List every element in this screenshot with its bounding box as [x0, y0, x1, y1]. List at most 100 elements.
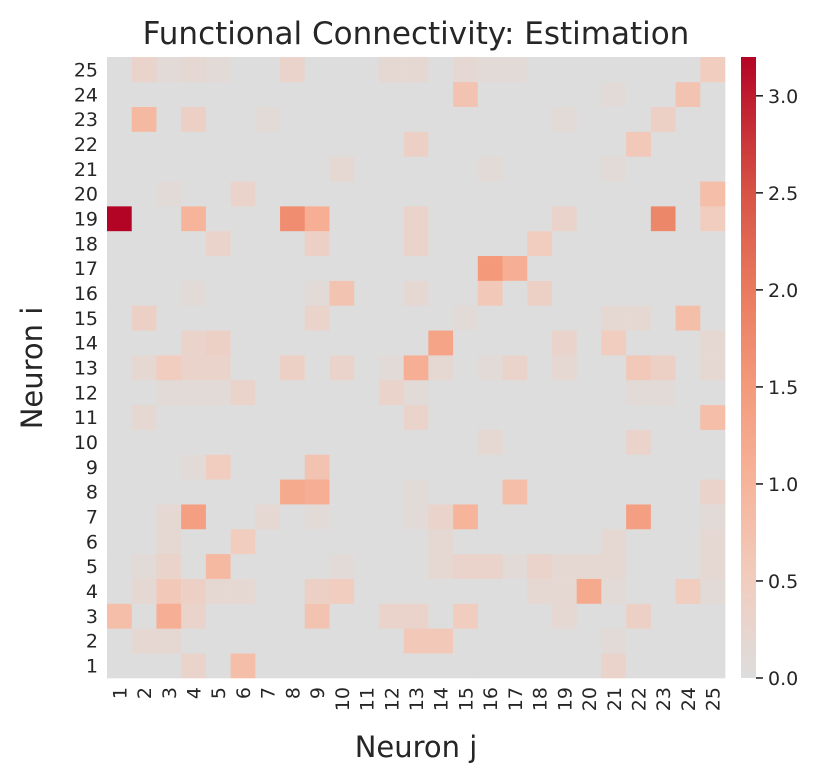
x-tick-labels: 1 2 3 4 5 6 7 8 9 10 11 12 13 14 15 16 17 18 19 20 21 22 23 24 2… [109, 687, 724, 711]
heatmap-cell [527, 355, 553, 381]
heatmap-cell [205, 479, 231, 505]
heatmap-cell [205, 131, 231, 157]
heatmap-cell [131, 206, 157, 232]
heatmap-cell [527, 603, 553, 629]
heatmap-cell [428, 280, 454, 306]
heatmap-cell [576, 603, 602, 629]
heatmap-cell [131, 504, 157, 530]
heatmap-cell [527, 156, 553, 182]
y-tick-label: 8 [86, 482, 98, 504]
heatmap-cell [527, 330, 553, 356]
heatmap-cell [378, 528, 404, 555]
y-tick-label: 7 [86, 507, 98, 529]
heatmap-cell [255, 255, 281, 281]
heatmap-cell [650, 230, 676, 257]
heatmap-cell [453, 553, 479, 579]
colorbar-tick-label: 3.0 [768, 86, 798, 108]
y-tick-label: 18 [74, 233, 98, 255]
heatmap-cell [650, 206, 676, 232]
heatmap-cell [675, 156, 701, 182]
heatmap-cell [181, 81, 207, 107]
heatmap-cell [378, 628, 404, 654]
heatmap-cell [675, 429, 701, 455]
heatmap-cell [502, 255, 528, 281]
heatmap-cell [255, 404, 281, 430]
heatmap-cell [403, 305, 429, 331]
heatmap-cell [230, 479, 256, 505]
heatmap-cell [700, 230, 726, 257]
heatmap-cell [181, 156, 207, 182]
y-tick-label: 6 [86, 531, 98, 553]
heatmap-cell [205, 330, 231, 356]
heatmap-cell [107, 653, 133, 679]
heatmap-cell [477, 578, 503, 604]
heatmap-cell [453, 305, 479, 331]
heatmap-cell [280, 603, 306, 629]
y-tick-label: 11 [74, 407, 98, 429]
heatmap-cell [304, 305, 330, 331]
heatmap-cell [675, 330, 701, 356]
heatmap-cell [428, 355, 454, 381]
heatmap-cell [502, 404, 528, 430]
x-tick-label: 24 [678, 687, 700, 711]
heatmap-cell [527, 106, 553, 132]
heatmap-cell [626, 305, 652, 331]
heatmap-cell [205, 156, 231, 182]
heatmap-cell [280, 504, 306, 530]
heatmap-cell [527, 553, 553, 579]
heatmap-cell [576, 479, 602, 505]
heatmap-cell [700, 628, 726, 654]
heatmap-cell [230, 578, 256, 604]
heatmap-cell [675, 280, 701, 306]
heatmap-cell [650, 57, 676, 83]
heatmap-cell [329, 330, 355, 356]
y-tick-label: 24 [74, 84, 98, 106]
heatmap-cell [502, 206, 528, 232]
heatmap-cell [354, 404, 380, 430]
heatmap-cell [156, 156, 182, 182]
heatmap-cell [601, 330, 627, 356]
heatmap-cell [403, 280, 429, 306]
heatmap-cell [626, 479, 652, 505]
heatmap-cell [551, 603, 577, 629]
heatmap-cell [477, 355, 503, 381]
heatmap-cell [551, 528, 577, 555]
heatmap-cell [551, 653, 577, 679]
heatmap-cell [576, 330, 602, 356]
heatmap-cell [156, 255, 182, 281]
heatmap-cell [131, 479, 157, 505]
heatmap-cell [329, 578, 355, 604]
heatmap-cell [156, 305, 182, 331]
heatmap-cell [403, 181, 429, 207]
heatmap-cell [230, 230, 256, 257]
heatmap-cell [304, 528, 330, 555]
heatmap-cell [255, 355, 281, 381]
x-tick-label: 12 [381, 687, 403, 711]
heatmap-cell [304, 653, 330, 679]
heatmap-cell [156, 429, 182, 455]
heatmap-cell [329, 280, 355, 306]
heatmap-cell [477, 379, 503, 406]
heatmap-cell [527, 255, 553, 281]
colorbar-tick-label: 1.5 [768, 377, 798, 399]
heatmap-cell [650, 603, 676, 629]
heatmap-cell [626, 355, 652, 381]
heatmap-cell [378, 653, 404, 679]
colorbar-tick-label: 2.0 [768, 280, 798, 302]
heatmap-cell [304, 578, 330, 604]
heatmap-cell [576, 528, 602, 555]
heatmap-cell [181, 429, 207, 455]
heatmap-cell [626, 230, 652, 257]
heatmap-cell [131, 57, 157, 83]
heatmap-cell [403, 479, 429, 505]
heatmap-cell [576, 355, 602, 381]
heatmap-cell [131, 106, 157, 132]
heatmap-cell [675, 578, 701, 604]
heatmap-cell [477, 528, 503, 555]
heatmap-cell [675, 106, 701, 132]
heatmap-cell [304, 57, 330, 83]
heatmap-cell [502, 628, 528, 654]
heatmap-cell [601, 429, 627, 455]
heatmap-cell [428, 479, 454, 505]
heatmap-cell [131, 404, 157, 430]
